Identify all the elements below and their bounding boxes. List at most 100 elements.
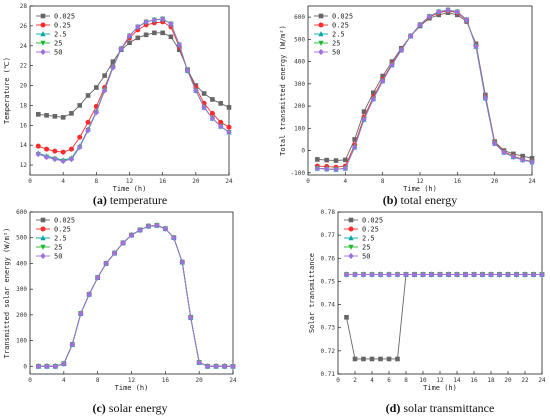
data-point [52, 148, 58, 154]
data-point [103, 260, 109, 267]
x-tick-label: 4 [61, 178, 65, 185]
data-point [426, 13, 433, 20]
series-line [346, 274, 542, 360]
y-tick-label: 22 [20, 63, 28, 70]
data-point [35, 363, 42, 370]
x-axis-label: Time (h) [403, 185, 437, 193]
chart-panel-d: 0 2 4 6 8 10 12 14 16 18 20 22 240.710.720.730.740.7… [308, 209, 546, 415]
y-tick-label: 20 [20, 83, 28, 90]
data-point [204, 363, 211, 370]
y-tick-label: 0.78 [321, 209, 336, 216]
data-point [60, 115, 66, 120]
series-0.025 [315, 10, 535, 163]
legend-label: 50 [54, 49, 62, 57]
data-point [445, 6, 451, 14]
data-point [44, 146, 50, 152]
y-tick-label: 0 [301, 148, 305, 155]
legend-label: 0.025 [332, 13, 353, 21]
series-0.25 [35, 19, 232, 155]
data-point [110, 59, 116, 64]
series-line [38, 224, 233, 367]
chart-panel-a: 0 4 8 12 16 20 24 12 14 16 18 20 22 24 26 28 Time (h) Tem… [3, 3, 233, 207]
x-tick-label: 16 [454, 178, 462, 185]
data-point [342, 165, 349, 172]
legend-label: 0.025 [54, 217, 75, 225]
data-point [94, 274, 101, 281]
series-0.025 [35, 30, 232, 120]
series-2.5 [314, 7, 535, 172]
panel-caption: (c) solar energy [92, 401, 167, 415]
legend-marker [40, 31, 46, 37]
data-point [343, 157, 348, 163]
data-point [159, 15, 166, 23]
data-point [454, 8, 461, 15]
data-point [344, 315, 349, 320]
data-point [360, 271, 367, 278]
data-point [60, 149, 66, 155]
x-tick-label: 0 [336, 377, 340, 384]
data-point [407, 32, 414, 40]
data-point [69, 111, 74, 116]
legend-marker [348, 235, 354, 241]
data-point [143, 18, 149, 26]
data-point [394, 271, 401, 278]
data-point [176, 41, 182, 48]
data-point [510, 153, 517, 160]
data-point [43, 154, 50, 161]
x-tick-label: 8 [96, 377, 100, 384]
legend-marker [40, 226, 46, 232]
data-point [479, 271, 486, 278]
data-point [110, 64, 116, 71]
x-tick-label: 0 [28, 377, 32, 384]
x-tick-label: 6 [387, 377, 391, 384]
y-tick-label: 18 [20, 102, 28, 109]
data-point [417, 21, 423, 28]
panel-caption: (a) temperature [93, 193, 167, 207]
data-point [193, 87, 199, 94]
data-point [378, 356, 383, 362]
x-tick-label: 16 [162, 377, 170, 384]
data-point [135, 35, 141, 41]
data-point [482, 94, 489, 102]
data-point [179, 259, 185, 266]
y-tick-label: 24 [20, 43, 28, 50]
data-point [44, 363, 50, 370]
data-point [218, 101, 224, 106]
data-point [35, 112, 41, 117]
data-point [463, 16, 470, 23]
data-point [428, 271, 435, 278]
x-tick-label: 18 [487, 377, 495, 384]
data-point [213, 363, 219, 370]
y-tick-label: 28 [20, 3, 28, 10]
y-tick-label: 300 [16, 286, 27, 293]
legend-marker [348, 244, 354, 250]
data-point [160, 30, 165, 36]
x-tick-label: 8 [404, 377, 408, 384]
data-point [126, 32, 133, 39]
data-point [513, 271, 520, 278]
data-point [403, 271, 409, 278]
legend-label: 0.025 [362, 217, 383, 225]
y-tick-label: 0 [23, 363, 27, 370]
caption-tag: (b) [383, 193, 401, 207]
data-point [371, 90, 376, 96]
y-axis-label: Temperature (℃) [3, 57, 11, 124]
data-point [454, 271, 460, 278]
data-point [226, 124, 232, 130]
data-point [445, 271, 452, 278]
y-tick-label: 0.71 [321, 371, 336, 378]
data-point [314, 165, 321, 172]
x-tick-label: 12 [126, 178, 134, 185]
data-point [377, 271, 384, 278]
data-point [201, 104, 207, 111]
data-point [352, 271, 358, 278]
data-point [118, 45, 124, 52]
x-tick-label: 22 [521, 377, 529, 384]
series-50 [35, 15, 232, 165]
x-tick-label: 24 [229, 377, 237, 384]
legend-label: 2.5 [332, 31, 345, 39]
data-point [61, 360, 67, 367]
data-point [386, 356, 392, 362]
series-0.025 [36, 223, 236, 369]
